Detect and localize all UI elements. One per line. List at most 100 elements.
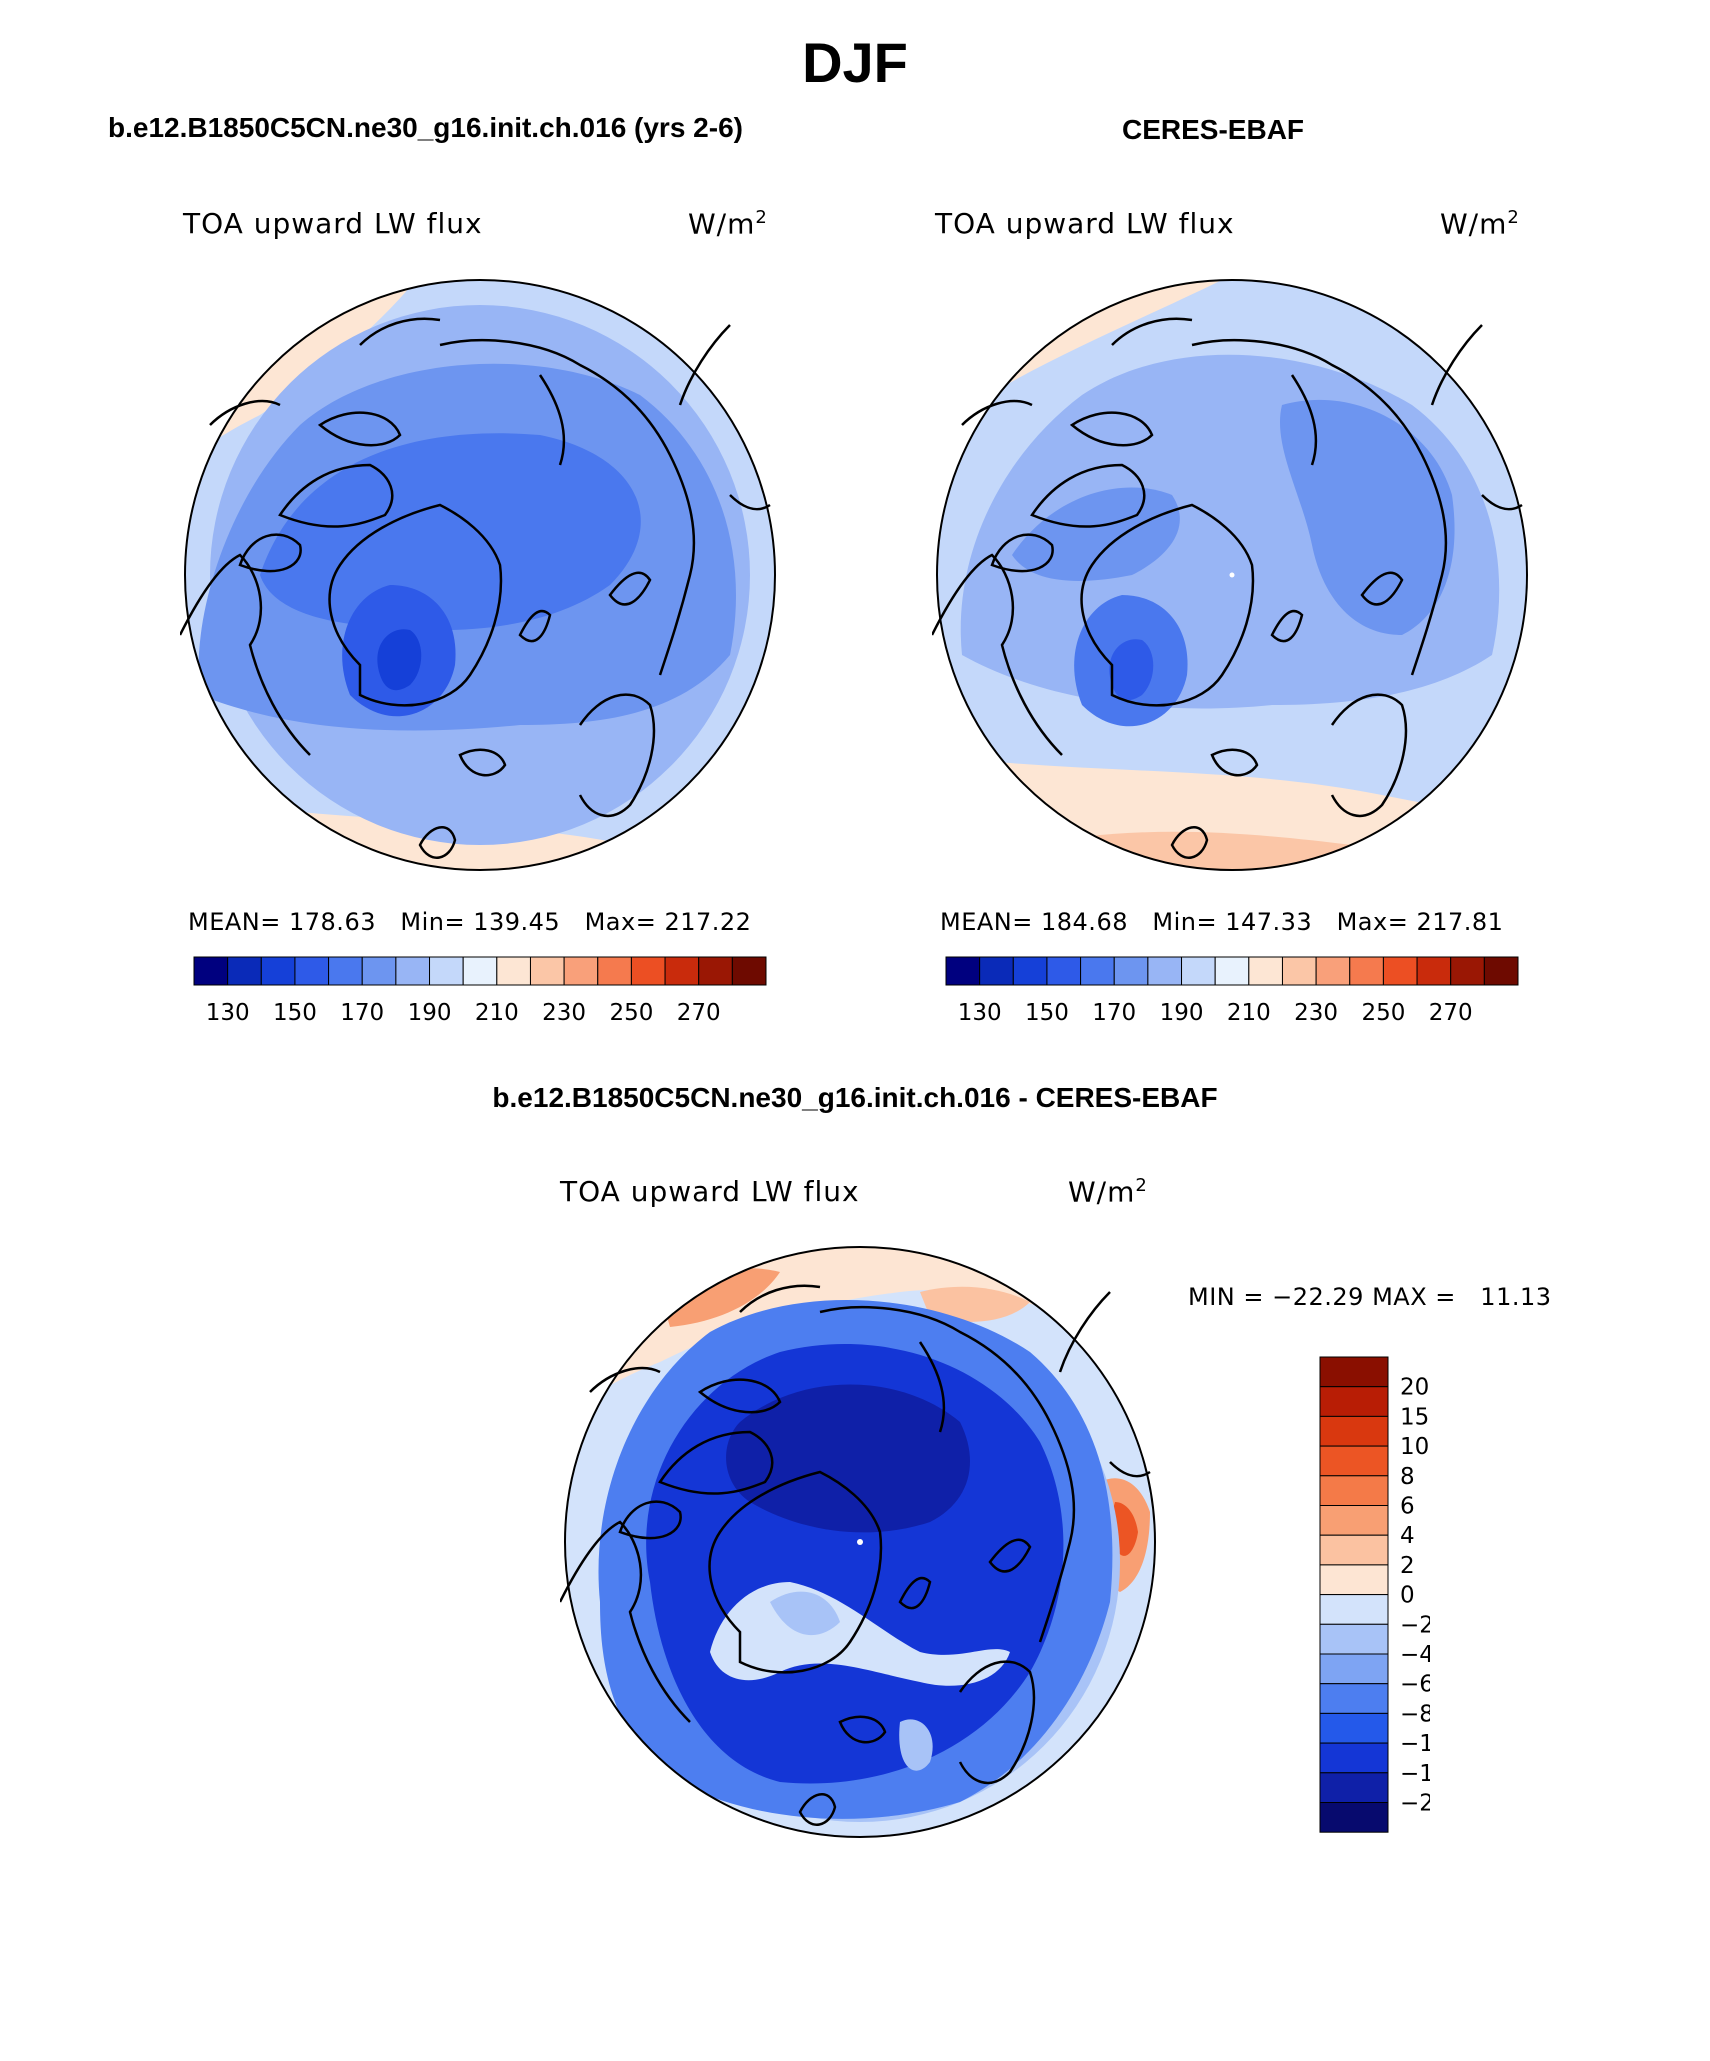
obs-stats: MEAN= 184.68 Min= 147.33 Max= 217.81 [940,908,1504,936]
obs-colorbar-tick-label: 230 [1294,1000,1338,1026]
obs-colorbar-box [1281,956,1317,986]
obs-colorbar-box [1113,956,1149,986]
obs-colorbar-tick-label: 150 [1025,1000,1069,1026]
obs-colorbar-tick-label: 250 [1361,1000,1405,1026]
model-colorbar-box [193,956,229,986]
obs-colorbar-box [979,956,1014,986]
diff-colorbar-level-label: 15 [1400,1404,1429,1430]
model-colorbar-box [227,956,262,986]
diff-colorbar-level-label: −6 [1400,1672,1430,1698]
diff-colorbar-box [1319,1653,1389,1685]
diff-colorbar-level-label: −4 [1400,1642,1430,1668]
obs-colorbar-tick-label: 130 [958,1000,1002,1026]
diff-units-label: W/m2 [1068,1175,1148,1209]
model-units-label: W/m2 [688,207,768,241]
diff-colorbar-box [1319,1505,1389,1536]
diff-colorbar-box [1319,1623,1389,1655]
model-colorbar-box [260,956,296,986]
diff-colorbar-box [1319,1564,1389,1596]
obs-colorbar-tick-label: 270 [1429,1000,1473,1026]
figure-title: DJF [802,31,908,94]
diff-colorbar-box [1319,1534,1389,1566]
obs-colorbar-box [1046,956,1082,986]
obs-polar-map [932,279,1528,871]
diff-colorbar-box [1319,1683,1389,1714]
obs-units-label: W/m2 [1440,207,1520,241]
model-stats: MEAN= 178.63 Min= 139.45 Max= 217.22 [188,908,752,936]
model-colorbar-tick-label: 170 [340,1000,384,1026]
model-panel-title: b.e12.B1850C5CN.ne30_g16.init.ch.016 (yr… [108,112,743,143]
obs-variable-label: TOA upward LW flux [935,207,1235,240]
obs-colorbar-box [945,956,981,986]
diff-colorbar-box [1319,1802,1389,1833]
obs-colorbar-box [1181,956,1216,986]
obs-colorbar-box [1483,956,1519,986]
model-colorbar-tick-label: 250 [609,1000,653,1026]
model-colorbar-box [462,956,498,986]
diff-colorbar-box [1319,1742,1389,1774]
model-colorbar-box [563,956,599,986]
diff-colorbar-level-label: 6 [1400,1494,1415,1520]
diff-colorbar-level-label: −8 [1400,1701,1430,1727]
diff-colorbar-box [1319,1594,1389,1625]
diff-variable-label: TOA upward LW flux [560,1175,860,1208]
model-colorbar-tick-label: 270 [677,1000,721,1026]
obs-colorbar-box [1147,956,1183,986]
diff-panel-title: b.e12.B1850C5CN.ne30_g16.init.ch.016 - C… [492,1082,1218,1113]
model-colorbar-tick-label: 230 [542,1000,586,1026]
diff-polar-map [560,1246,1156,1838]
obs-colorbar-box [1214,956,1250,986]
model-colorbar-box [698,956,733,986]
diff-colorbar-level-label: −15 [1400,1761,1430,1787]
model-colorbar-tick-label: 150 [273,1000,317,1026]
diff-colorbar-box [1319,1712,1389,1744]
model-colorbar-box [429,956,464,986]
obs-colorbar-box [1080,956,1115,986]
diff-colorbar-level-label: −10 [1400,1731,1430,1757]
obs-colorbar-tick-label: 210 [1227,1000,1271,1026]
model-colorbar-box [597,956,632,986]
model-colorbar-tick-label: 190 [408,1000,452,1026]
model-colorbar-box [328,956,363,986]
model-colorbar-box [529,956,565,986]
model-colorbar-box [294,956,330,986]
diff-colorbar-box [1319,1415,1389,1447]
diff-colorbar-box [1319,1445,1389,1477]
diff-colorbar-level-label: −20 [1400,1791,1430,1817]
model-colorbar: 130 150 170 190 210 230 250 270 [193,956,767,1026]
obs-colorbar-box [1315,956,1351,986]
model-colorbar-box [630,956,666,986]
obs-colorbar-box [1450,956,1485,986]
obs-colorbar-box [1349,956,1384,986]
obs-colorbar-box [1248,956,1283,986]
diff-minmax: MIN = −22.29 MAX = 11.13 [1188,1283,1552,1311]
diff-colorbar-box [1319,1475,1389,1507]
model-colorbar-box [361,956,397,986]
diff-colorbar-level-label: 20 [1400,1375,1429,1401]
obs-colorbar-tick-label: 190 [1160,1000,1204,1026]
model-colorbar-box [395,956,431,986]
model-colorbar-box [496,956,531,986]
obs-panel-title: CERES-EBAF [1122,114,1305,145]
model-colorbar-box [731,956,767,986]
obs-colorbar-box [1012,956,1048,986]
obs-colorbar-box [1416,956,1452,986]
diff-colorbar-box [1319,1772,1389,1803]
obs-colorbar-box [1382,956,1418,986]
obs-colorbar-tick-label: 170 [1092,1000,1136,1026]
obs-colorbar: 130 150 170 190 210 230 250 270 [945,956,1519,1026]
diff-colorbar-box [1319,1356,1389,1388]
diff-colorbar-level-label: 10 [1400,1434,1429,1460]
diff-colorbar-level-label: 2 [1400,1553,1415,1579]
diff-colorbar-level-label: 4 [1400,1523,1415,1549]
diff-colorbar-level-label: −2 [1400,1612,1430,1638]
model-polar-map [180,279,776,871]
diff-colorbar-level-label: 8 [1400,1464,1415,1490]
model-variable-label: TOA upward LW flux [183,207,483,240]
diff-colorbar-box [1319,1386,1389,1417]
model-colorbar-tick-label: 130 [206,1000,250,1026]
model-colorbar-box [664,956,700,986]
diff-colorbar-level-label: 0 [1400,1583,1415,1609]
model-colorbar-tick-label: 210 [475,1000,519,1026]
